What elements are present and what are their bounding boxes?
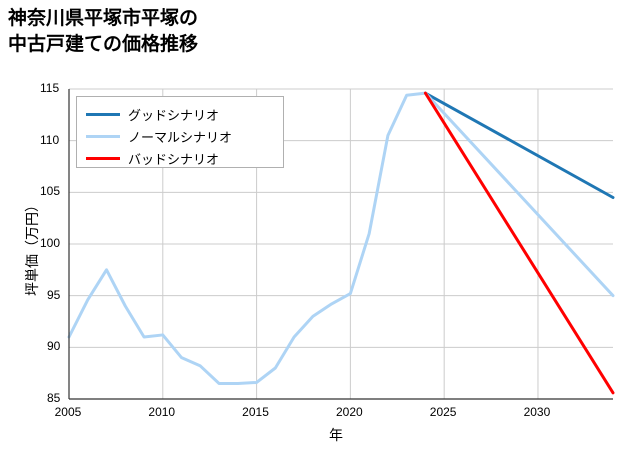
y-tick-label: 110: [40, 132, 60, 147]
legend-color-swatch: [86, 156, 120, 160]
x-tick-label: 2015: [242, 405, 269, 419]
legend-item: ノーマルシナリオ: [86, 127, 232, 145]
y-tick-label: 100: [40, 236, 61, 250]
legend: [76, 96, 284, 168]
y-tick-label: 105: [40, 184, 61, 199]
y-tick-label: 95: [47, 287, 61, 302]
x-tick-label: 2030: [523, 405, 551, 419]
legend-label: ノーマルシナリオ: [128, 129, 233, 145]
x-tick-label: 2010: [148, 405, 176, 419]
legend-color-swatch: [86, 112, 120, 116]
legend-color-swatch: [86, 134, 120, 138]
legend-label: バッドシナリオ: [128, 151, 220, 167]
legend-item: バッドシナリオ: [86, 149, 219, 167]
y-tick-label: 115: [40, 81, 60, 95]
x-tick-label: 2025: [429, 405, 457, 419]
chart-title: 神奈川県平塚市平塚の 中古戸建ての価格推移: [8, 8, 199, 55]
legend-item: グッドシナリオ: [86, 105, 219, 123]
x-tick-label: 2005: [54, 405, 82, 419]
legend-label: グッドシナリオ: [128, 107, 220, 123]
x-axis-label: 年: [329, 427, 343, 443]
y-tick-label: 90: [47, 339, 61, 354]
x-tick-label: 2020: [335, 405, 363, 419]
y-tick-label: 85: [47, 391, 61, 405]
